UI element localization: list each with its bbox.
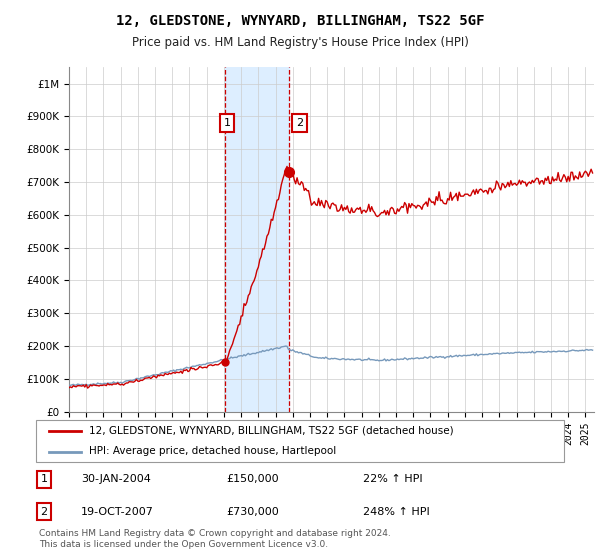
Text: 19-OCT-2007: 19-OCT-2007 bbox=[81, 507, 154, 517]
Text: £730,000: £730,000 bbox=[226, 507, 279, 517]
FancyBboxPatch shape bbox=[36, 420, 564, 462]
Text: Contains HM Land Registry data © Crown copyright and database right 2024.
This d: Contains HM Land Registry data © Crown c… bbox=[39, 529, 391, 549]
Text: Price paid vs. HM Land Registry's House Price Index (HPI): Price paid vs. HM Land Registry's House … bbox=[131, 36, 469, 49]
Text: 22% ↑ HPI: 22% ↑ HPI bbox=[364, 474, 423, 484]
Text: HPI: Average price, detached house, Hartlepool: HPI: Average price, detached house, Hart… bbox=[89, 446, 336, 456]
Text: 248% ↑ HPI: 248% ↑ HPI bbox=[364, 507, 430, 517]
Text: 12, GLEDSTONE, WYNYARD, BILLINGHAM, TS22 5GF: 12, GLEDSTONE, WYNYARD, BILLINGHAM, TS22… bbox=[116, 14, 484, 28]
Text: 1: 1 bbox=[224, 118, 230, 128]
Text: 30-JAN-2004: 30-JAN-2004 bbox=[81, 474, 151, 484]
Bar bbox=[225, 67, 289, 412]
Text: 2: 2 bbox=[296, 118, 303, 128]
Text: £150,000: £150,000 bbox=[226, 474, 279, 484]
Text: 1: 1 bbox=[40, 474, 47, 484]
Text: 2: 2 bbox=[40, 507, 47, 517]
Text: 12, GLEDSTONE, WYNYARD, BILLINGHAM, TS22 5GF (detached house): 12, GLEDSTONE, WYNYARD, BILLINGHAM, TS22… bbox=[89, 426, 454, 436]
